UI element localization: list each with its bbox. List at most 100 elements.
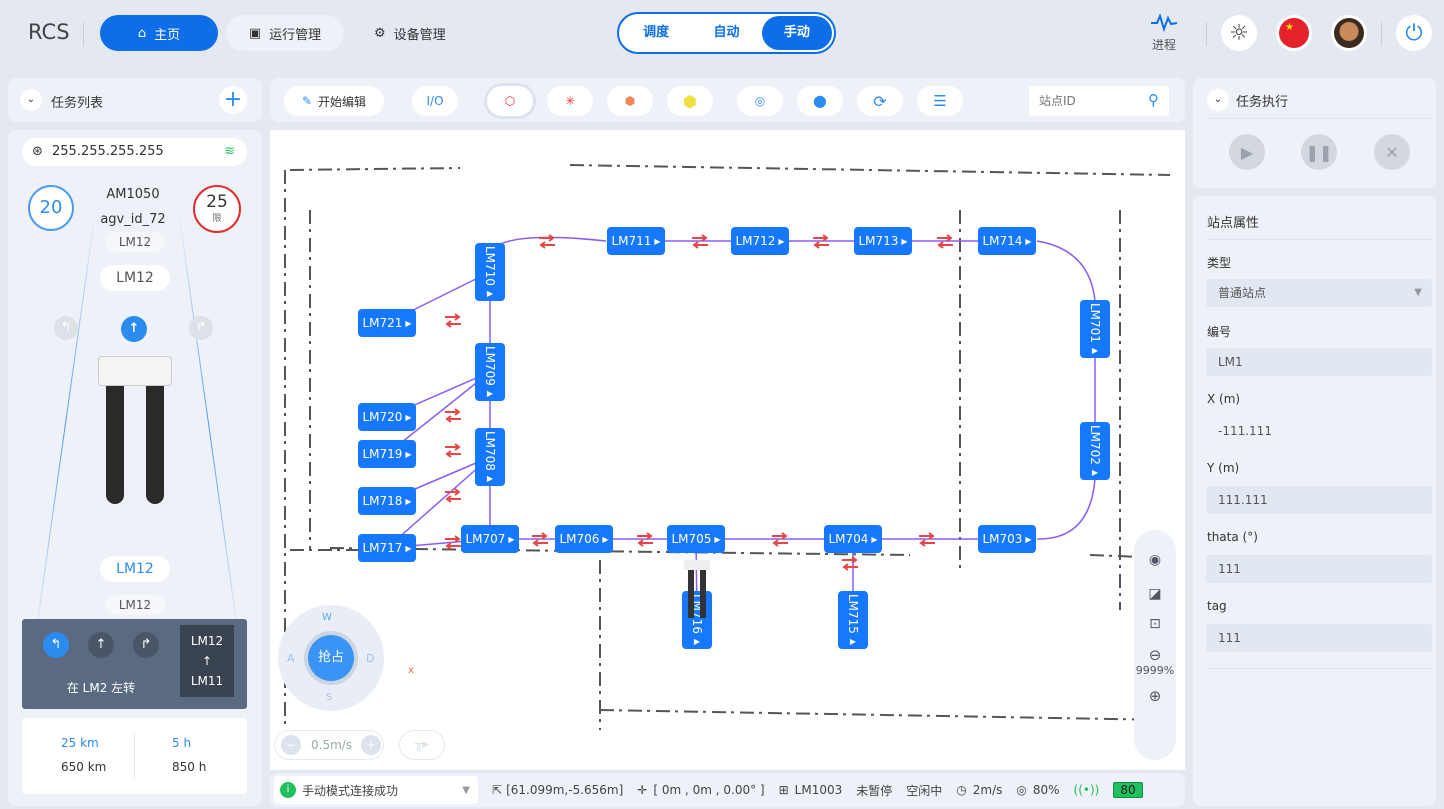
io-button[interactable]: I/O [412,86,458,116]
speed-value: 0.5m/s [311,738,353,752]
direction-triangle-icon: ▶ [714,534,721,544]
hexagon-target-icon[interactable]: ⬡ [487,86,533,116]
robot-marker[interactable] [684,560,710,618]
station-node[interactable]: LM708 ▶ [475,428,505,486]
radar-icon[interactable]: ◎ [737,86,783,116]
cursor-icon: ⇱ [492,783,503,797]
station-node[interactable]: LM707 ▶ [461,525,519,553]
station-node[interactable]: LM711 ▶ [607,227,665,255]
station-node[interactable]: LM701 ▶ [1080,300,1110,358]
direction-arrow [813,234,829,249]
station-label: LM703 [982,532,1023,546]
minus-icon[interactable]: − [281,735,301,755]
search-icon[interactable]: ⚲ [1148,91,1159,109]
mode-dispatch[interactable]: 调度 [643,25,670,40]
vehicle-panel: ⊛ 255.255.255.255 ≋ 20 AM1050 agv_id_72 2… [8,130,262,806]
station-search[interactable]: ⚲ [1029,86,1169,116]
mode-auto[interactable]: 自动 [713,25,740,40]
station-node[interactable]: LM715 ▶ [838,591,868,649]
theme-toggle[interactable]: ☼ [1221,15,1257,51]
lift-button[interactable]: ╥▸ [399,730,445,760]
station-node[interactable]: LM720 ▶ [358,403,416,431]
pause-button[interactable]: ❚❚ [1301,134,1337,170]
plus-icon[interactable]: + [361,735,381,755]
start-edit-button[interactable]: ✎ 开始编辑 [284,86,384,116]
map-wall [289,164,1171,176]
station-node[interactable]: LM709 ▶ [475,343,505,401]
station-node[interactable]: LM718 ▶ [358,487,416,515]
current-station: LM1003 [794,783,843,797]
arrow-up-icon: ↑ [201,654,213,668]
station-node[interactable]: LM704 ▶ [824,525,882,553]
plus-box-icon: ⊞ [778,783,789,797]
location-pin-icon[interactable]: ⬤ [797,86,843,116]
mode-switch[interactable]: 调度 自动 手动 [617,12,836,54]
station-node[interactable]: LM717 ▶ [358,534,416,562]
station-node[interactable]: LM712 ▶ [731,227,789,255]
mode-manual[interactable]: 手动 [761,16,832,50]
task-list-title: 任务列表 [51,96,104,111]
zoom-out-icon[interactable]: ⊖ [1148,646,1162,664]
nav-device-management[interactable]: ⚙ 设备管理 [356,15,464,51]
station-id-input[interactable] [1029,86,1139,116]
joystick-left[interactable]: A [287,652,295,665]
joystick-down[interactable]: S [326,692,333,703]
id-label: 编号 [1207,325,1232,339]
type-select[interactable]: 普通站点 ▼ [1206,279,1432,307]
avatar[interactable] [1331,15,1367,51]
sparkle-point-icon[interactable]: ✳ [547,86,593,116]
joystick[interactable]: W A D S 抢占 [278,605,384,711]
station-properties-panel: 站点属性 类型 普通站点 ▼ 编号 LM1 X (m) -111.111 Y (m… [1193,196,1436,806]
chevron-down-icon[interactable]: ⌄ [1207,89,1229,111]
direction-arrow [445,313,461,328]
message-select[interactable]: i 手动模式连接成功 ▼ [274,776,478,804]
joystick-right[interactable]: D [366,652,375,665]
station-node[interactable]: LM714 ▶ [978,227,1036,255]
map-canvas[interactable]: LM711 ▶ LM712 ▶ LM713 ▶ LM714 ▶ LM721 ▶ LM720 ▶ LM71… [270,130,1185,770]
station-node[interactable]: LM713 ▶ [854,227,912,255]
station-node[interactable]: LM706 ▶ [555,525,613,553]
vehicle-id: agv_id_72 [100,212,166,227]
theta-field[interactable]: 111 [1206,555,1432,583]
add-task-button[interactable]: + [219,86,247,114]
minimap-icon[interactable]: ◪ [1148,586,1162,602]
app-logo: RCS [28,20,70,44]
station-node[interactable]: LM702 ▶ [1080,422,1110,480]
y-field[interactable]: 111.111 [1206,486,1432,514]
avatar-image [1334,18,1364,48]
language-button[interactable]: ★ [1276,15,1312,51]
nav-run-management[interactable]: ▣ 运行管理 [226,15,344,51]
nav-home[interactable]: ⌂ 主页 [100,15,218,51]
tag-field[interactable]: 111 [1206,624,1432,652]
hexagon-ring-icon[interactable]: ⬢ [607,86,653,116]
divider [1207,239,1432,240]
direction-triangle-icon: ▶ [654,236,661,246]
station-label: LM714 [982,234,1023,248]
refresh-icon[interactable]: ⟳ [857,86,903,116]
direction-triangle-icon: ▶ [405,543,412,553]
id-field[interactable]: LM1 [1206,348,1432,376]
type-label: 类型 [1207,256,1232,270]
cursor-position: [61.099m,-5.656m] [506,783,624,797]
hexagon-yellow-icon[interactable]: ⬢ [667,86,713,116]
x-field[interactable]: -111.111 [1218,424,1272,438]
eye-icon[interactable]: ◉ [1148,552,1162,568]
fit-view-icon[interactable]: ⊡ [1149,616,1161,632]
station-node[interactable]: LM710 ▶ [475,243,505,301]
joystick-up[interactable]: W [322,612,332,623]
sun-icon: ☼ [1229,20,1249,46]
play-button[interactable]: ▶ [1229,134,1265,170]
station-node[interactable]: LM703 ▶ [978,525,1036,553]
nav-label: 设备管理 [393,27,446,43]
stop-button[interactable]: ✕ [1374,134,1410,170]
station-node[interactable]: LM719 ▶ [358,440,416,468]
station-node[interactable]: LM721 ▶ [358,309,416,337]
preempt-button[interactable]: 抢占 [308,635,354,681]
sliders-icon[interactable]: ☰ [917,86,963,116]
power-button[interactable]: ⏻ [1396,15,1432,51]
chevron-down-icon[interactable]: ⌄ [20,89,42,111]
view-controls: ◉ ◪ ⊡ ⊖ 9999% ⊕ [1134,530,1176,760]
progress-button[interactable]: 进程 [1148,12,1180,53]
zoom-in-icon[interactable]: ⊕ [1148,687,1162,705]
station-node[interactable]: LM705 ▶ [667,525,725,553]
